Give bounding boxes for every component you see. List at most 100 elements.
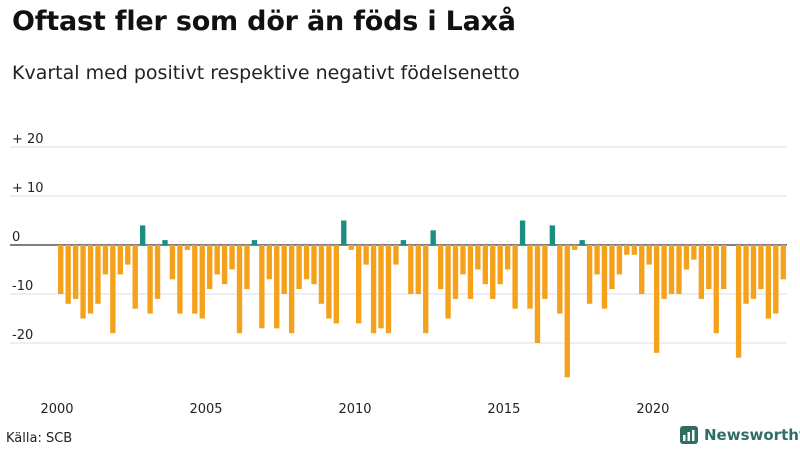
y-tick-label: + 10 xyxy=(12,181,44,196)
bar xyxy=(698,245,705,299)
bar xyxy=(132,245,138,309)
bar xyxy=(177,245,183,314)
bar xyxy=(333,245,340,324)
x-tick-label: 2005 xyxy=(189,402,222,417)
bar xyxy=(512,245,518,309)
x-axis-ticks: 2000 2005 2010 2015 2020 xyxy=(40,402,669,417)
bar xyxy=(326,245,332,319)
bar xyxy=(80,245,86,319)
bar xyxy=(735,245,742,358)
bar xyxy=(475,245,481,270)
bar xyxy=(385,245,392,334)
bar xyxy=(378,245,384,329)
bar xyxy=(661,245,667,299)
bar xyxy=(244,245,250,290)
bar xyxy=(87,245,94,314)
bar xyxy=(639,245,645,294)
bar xyxy=(259,245,265,329)
bar xyxy=(437,245,444,290)
bar xyxy=(467,245,474,299)
bar xyxy=(497,245,503,285)
bar xyxy=(691,245,697,260)
chart-title: Oftast fler som dör än föds i Laxå xyxy=(12,6,516,37)
y-tick-label: + 20 xyxy=(12,132,44,147)
bar xyxy=(72,245,79,299)
bar xyxy=(594,245,600,275)
bar xyxy=(296,245,302,290)
bar xyxy=(58,245,64,294)
bar xyxy=(542,245,548,299)
bar xyxy=(646,245,652,265)
y-axis-ticks: + 20 + 10 0 -10 -20 xyxy=(12,132,44,343)
bar xyxy=(519,220,526,245)
bar xyxy=(721,245,727,290)
bar xyxy=(527,245,533,309)
bar xyxy=(668,245,675,294)
bar xyxy=(199,245,205,319)
bar xyxy=(192,245,198,314)
bar xyxy=(147,245,153,314)
bar xyxy=(452,245,459,299)
bar xyxy=(102,245,109,275)
bar xyxy=(780,245,786,280)
bar xyxy=(139,225,146,245)
bar xyxy=(765,245,772,319)
chart-subtitle: Kvartal med positivt respektive negativt… xyxy=(12,62,520,84)
bar xyxy=(184,245,191,250)
bar xyxy=(601,245,608,309)
bar xyxy=(445,245,451,319)
bar xyxy=(117,245,123,275)
bar xyxy=(572,245,578,250)
bar xyxy=(773,245,779,314)
bar xyxy=(430,230,436,245)
bar xyxy=(125,245,131,265)
bar xyxy=(549,225,556,245)
bar xyxy=(207,245,213,290)
bar xyxy=(683,245,690,270)
y-tick-label: 0 xyxy=(12,230,20,245)
x-tick-label: 2010 xyxy=(338,402,371,417)
bar xyxy=(713,245,719,334)
bar xyxy=(482,245,488,285)
bar xyxy=(557,245,563,314)
bar xyxy=(251,240,258,245)
bar xyxy=(609,245,615,290)
bar xyxy=(676,245,682,294)
bar xyxy=(750,245,757,299)
bar xyxy=(169,245,176,280)
bar xyxy=(564,245,570,378)
bar xyxy=(460,245,466,275)
y-tick-label: -10 xyxy=(12,279,33,294)
x-tick-label: 2020 xyxy=(636,402,669,417)
bar xyxy=(214,245,220,275)
newsworthy-logo-icon xyxy=(680,426,698,444)
x-tick-label: 2000 xyxy=(40,402,73,417)
bar xyxy=(65,245,71,304)
bar xyxy=(706,245,712,290)
bar xyxy=(415,245,421,294)
y-tick-label: -20 xyxy=(12,328,33,343)
bar xyxy=(579,240,585,245)
bars xyxy=(58,220,786,378)
source-note: Källa: SCB xyxy=(6,431,73,446)
bar xyxy=(534,245,541,343)
bar xyxy=(356,245,362,324)
bar xyxy=(303,245,310,280)
brand-name: Newsworthy xyxy=(704,426,800,444)
bar xyxy=(236,245,243,334)
bar xyxy=(266,245,272,280)
bar xyxy=(154,245,161,299)
bar xyxy=(758,245,764,290)
bar xyxy=(393,245,399,265)
bar xyxy=(653,245,660,353)
bar xyxy=(743,245,749,304)
bar xyxy=(110,245,116,334)
bar xyxy=(311,245,317,285)
bar xyxy=(95,245,101,304)
bar xyxy=(504,245,511,270)
bar xyxy=(631,245,637,255)
bar xyxy=(363,245,369,265)
bar xyxy=(281,245,287,294)
bar xyxy=(274,245,280,329)
